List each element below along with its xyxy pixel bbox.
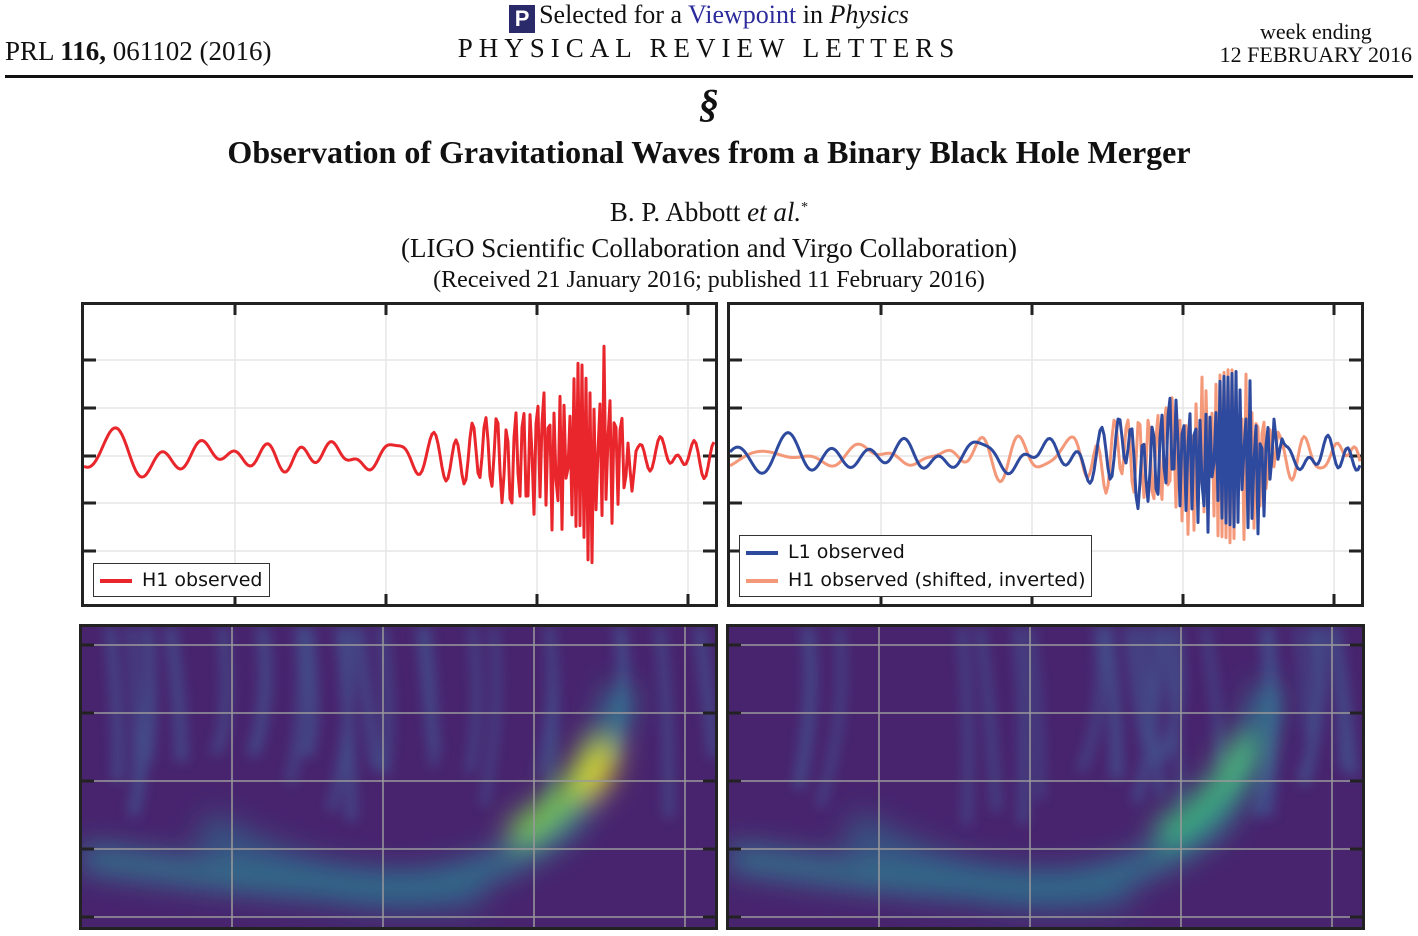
collaboration: (LIGO Scientific Collaboration and Virgo… xyxy=(400,233,1017,263)
h1-spectrogram-svg xyxy=(82,627,715,927)
author-etal: et al. xyxy=(747,197,802,227)
h1-waveform xyxy=(84,344,715,565)
noise-streak xyxy=(286,627,306,785)
h1-strain-plot: H1 observed xyxy=(81,302,718,607)
viewpoint-banner[interactable]: P Selected for a Viewpoint in Physics xyxy=(0,0,1418,33)
chirp-track-base xyxy=(838,809,1132,911)
l1-spectrogram xyxy=(726,624,1365,930)
chirp-track xyxy=(82,683,636,911)
noise-streak xyxy=(1298,627,1326,787)
chirp-track xyxy=(729,683,1283,911)
section-glyph-icon: § xyxy=(699,81,719,126)
header-rule xyxy=(5,75,1413,78)
chirp-hotspot xyxy=(577,745,617,799)
legend-label: H1 observed (shifted, inverted) xyxy=(788,569,1086,591)
legend-swatch xyxy=(100,578,132,583)
noise-streak xyxy=(1137,627,1166,797)
legend-label: L1 observed xyxy=(788,541,905,563)
l1-waveform xyxy=(730,370,1361,536)
volume: 116, xyxy=(60,36,107,66)
viewpoint-pre: Selected for a xyxy=(539,0,683,29)
week-ending: week ending 12 FEBRUARY 2016 xyxy=(1220,20,1412,66)
noise-streak xyxy=(1329,627,1350,768)
noise-streak xyxy=(423,627,438,768)
author-mark: * xyxy=(801,200,809,215)
legend-item-h1-shifted: H1 observed (shifted, inverted) xyxy=(746,566,1085,594)
legend: L1 observed H1 observed (shifted, invert… xyxy=(739,535,1093,597)
chirp-track-base xyxy=(191,809,485,911)
viewpoint-link[interactable]: Viewpoint xyxy=(688,0,797,29)
citation: PRL 116, 061102 (2016) xyxy=(5,36,272,67)
chirp-peak xyxy=(505,732,615,849)
noise-streak xyxy=(353,627,382,770)
noise-streak xyxy=(1131,627,1164,804)
noise-streak xyxy=(535,627,556,776)
noise-streak xyxy=(377,627,392,776)
viewpoint-journal: Physics xyxy=(829,0,909,29)
noise-streak xyxy=(247,627,272,758)
h1-strain-svg xyxy=(84,305,715,604)
noise-streak xyxy=(1201,627,1226,770)
legend-label: H1 observed xyxy=(142,569,263,591)
journal-name: PHYSICAL REVIEW LETTERS xyxy=(457,33,961,63)
noise-streak xyxy=(1027,627,1044,800)
noise-streak xyxy=(975,627,1001,812)
legend-swatch xyxy=(746,550,778,555)
h1-shifted-waveform xyxy=(730,368,1361,545)
l1-strain-plot: L1 observed H1 observed (shifted, invert… xyxy=(727,302,1364,607)
noise-streak xyxy=(164,627,187,762)
viewpoint-mid: in xyxy=(802,0,823,29)
author: B. P. Abbott xyxy=(609,197,741,227)
noise-streak xyxy=(465,627,481,775)
physics-logo-icon: P xyxy=(509,5,536,33)
citation-prefix: PRL xyxy=(5,36,54,66)
noise-streak xyxy=(300,627,318,759)
legend-swatch xyxy=(746,578,778,583)
received-dates: (Received 21 January 2016; published 11 … xyxy=(433,267,985,293)
article-title: Observation of Gravitational Waves from … xyxy=(227,134,1191,170)
week-label: week ending xyxy=(1259,19,1372,44)
noise-streak xyxy=(105,627,123,783)
l1-spectrogram-svg xyxy=(729,627,1362,927)
legend-item-l1: L1 observed xyxy=(746,538,1085,566)
noise-streak xyxy=(816,627,846,809)
noise-streaks xyxy=(105,627,715,821)
legend-item-h1: H1 observed xyxy=(100,566,263,594)
week-date: 12 FEBRUARY 2016 xyxy=(1219,42,1412,67)
noise-streak xyxy=(792,627,817,789)
authors: B. P. Abbott et al.* xyxy=(0,197,1418,228)
legend: H1 observed xyxy=(93,563,270,597)
noise-streak xyxy=(957,627,972,826)
h1-spectrogram xyxy=(79,624,718,930)
noise-streak xyxy=(1013,627,1029,825)
citation-number: 061102 (2016) xyxy=(112,36,272,66)
noise-streak xyxy=(211,627,231,757)
chirp-hotspot xyxy=(1217,734,1251,790)
